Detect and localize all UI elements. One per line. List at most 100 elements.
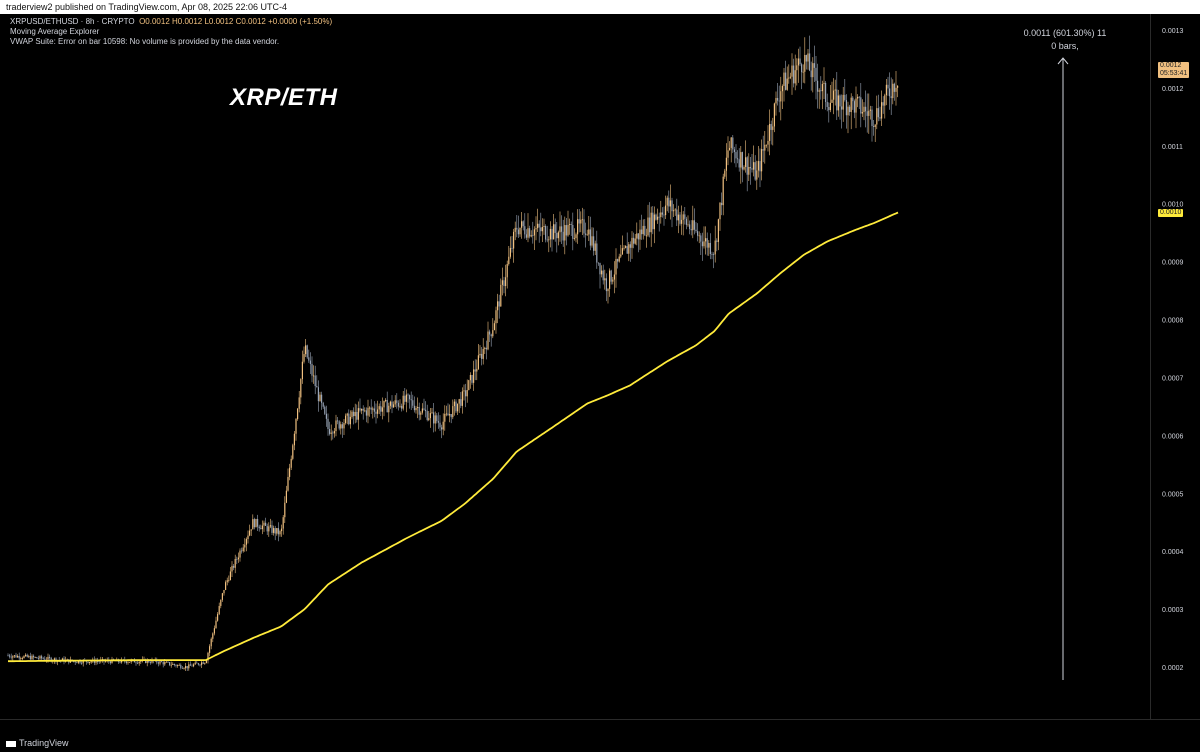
- candle-body: [189, 664, 191, 666]
- candle-body: [885, 84, 887, 96]
- candle-body: [282, 517, 284, 529]
- candle-body: [431, 412, 433, 414]
- chart-area[interactable]: 0.0013 0.0012 0.0011 0.0010 0.0009 0.0008 0.00…: [0, 14, 1200, 720]
- candle-body: [36, 657, 38, 659]
- candle-body: [570, 224, 572, 225]
- candle-body: [548, 239, 550, 241]
- candle-body: [25, 654, 27, 657]
- candle-body: [98, 661, 100, 663]
- candle-body: [450, 414, 452, 418]
- candle-body: [420, 412, 422, 415]
- candle-body: [119, 661, 121, 663]
- candle-body: [557, 232, 559, 239]
- candle-body: [47, 656, 49, 660]
- price-chart[interactable]: 0.0013 0.0012 0.0011 0.0010 0.0009 0.0008 0.00…: [0, 14, 1200, 720]
- candle-body: [66, 659, 68, 661]
- candle-body: [717, 219, 719, 242]
- candle-body: [666, 197, 668, 206]
- candle-body: [295, 419, 297, 434]
- candle-body: [445, 413, 447, 415]
- candle-body: [657, 216, 659, 220]
- candle-body: [765, 144, 767, 146]
- footer: TradingView: [0, 734, 1200, 752]
- candle-body: [183, 668, 185, 669]
- price-tag: 0.0012 05:53:41: [1158, 62, 1190, 78]
- y-tick-label-0: 0.0013: [1162, 28, 1184, 35]
- candle-body: [346, 413, 348, 416]
- price-tag-value: 0.0012: [1160, 62, 1182, 69]
- candle-body: [884, 95, 886, 106]
- candle-body: [429, 413, 431, 419]
- candle-body: [618, 256, 620, 262]
- legend-indicator-vwap[interactable]: VWAP Suite: Error on bar 10598: No volum…: [10, 37, 280, 46]
- candle-body: [677, 214, 679, 221]
- candle-body: [385, 399, 387, 401]
- candle-body: [783, 72, 785, 86]
- candle-body: [145, 659, 147, 663]
- candle-body: [818, 90, 820, 92]
- candle-body: [828, 106, 830, 111]
- candle-body: [300, 379, 302, 398]
- candle-body: [447, 413, 449, 416]
- candle-body: [533, 229, 535, 236]
- candle-body: [298, 397, 300, 409]
- candle-body: [882, 102, 884, 106]
- candle-body: [322, 402, 324, 407]
- publisher-text: traderview2 published on TradingView.com…: [6, 2, 287, 12]
- candle-body: [801, 64, 803, 73]
- candle-body: [393, 404, 395, 408]
- candle-body: [185, 666, 187, 669]
- candle-body: [473, 369, 475, 383]
- candle-body: [695, 229, 697, 232]
- candle-body: [778, 100, 780, 102]
- candle-body: [372, 408, 374, 410]
- y-tick-label-6: 0.0007: [1162, 375, 1184, 382]
- candle-body: [604, 278, 606, 281]
- candle-body: [7, 655, 9, 657]
- candle-body: [242, 547, 244, 552]
- candle-body: [869, 109, 871, 111]
- candle-body: [847, 106, 849, 116]
- candle-body: [682, 214, 684, 220]
- moving-average-line: [8, 211, 899, 663]
- candle-body: [573, 238, 575, 239]
- candle-body: [402, 395, 404, 409]
- candle-body: [79, 660, 81, 663]
- footer-brand[interactable]: TradingView: [19, 738, 69, 748]
- candle-body: [705, 238, 707, 242]
- candle-body: [177, 665, 179, 666]
- candle-body: [234, 558, 236, 568]
- legend-indicator-ma[interactable]: Moving Average Explorer: [10, 27, 100, 36]
- candle-body: [341, 424, 343, 429]
- candle-body: [553, 224, 555, 240]
- candle-body: [607, 288, 609, 292]
- candle-body: [418, 406, 420, 415]
- candle-body: [245, 539, 247, 545]
- candle-body: [367, 407, 369, 416]
- candle-body: [253, 519, 255, 528]
- candle-body: [77, 660, 79, 663]
- candle-body: [386, 399, 388, 413]
- candle-body: [44, 658, 46, 660]
- candle-body: [325, 413, 327, 419]
- candle-body: [218, 605, 220, 615]
- candle-body: [508, 256, 510, 265]
- candle-body: [831, 99, 833, 103]
- legend-symbol[interactable]: XRPUSD/ETHUSD · 8h · CRYPTO: [10, 17, 135, 26]
- candle-body: [642, 225, 644, 235]
- candle-body: [780, 91, 782, 102]
- candle-body: [225, 582, 227, 590]
- y-tick-label-2: 0.0011: [1162, 144, 1183, 151]
- candle-body: [749, 166, 751, 169]
- candle-body: [140, 661, 142, 663]
- candle-body: [599, 263, 601, 275]
- candle-body: [535, 228, 537, 230]
- candle-body: [433, 412, 435, 424]
- candle-body: [477, 355, 479, 369]
- candle-body: [381, 407, 383, 412]
- candle-body: [444, 413, 446, 422]
- candle-body: [37, 658, 39, 659]
- candle-body: [436, 415, 438, 422]
- candle-body: [754, 162, 756, 180]
- candle-body: [823, 82, 825, 84]
